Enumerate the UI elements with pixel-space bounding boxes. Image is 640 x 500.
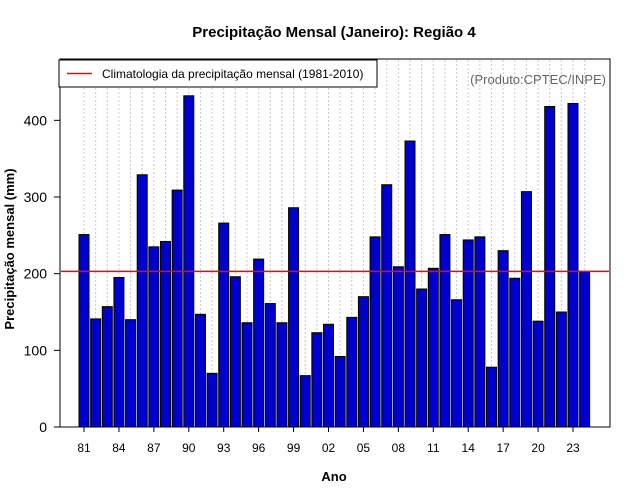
y-axis: 0 100 200 300 400 — [24, 112, 60, 435]
bar-10 — [416, 288, 428, 428]
bars — [78, 95, 591, 428]
bar-08 — [392, 266, 404, 428]
bar-02 — [323, 323, 334, 428]
chart-title: Precipitação Mensal (Janeiro): Região 4 — [192, 24, 476, 41]
plot-frame — [59, 58, 611, 428]
bar-16 — [486, 366, 497, 428]
bar-04 — [346, 316, 358, 428]
x-axis-label: Ano — [321, 469, 346, 484]
x-tick-label: 02 — [322, 441, 336, 455]
x-tick-label: 84 — [112, 441, 126, 455]
bar-95 — [241, 322, 253, 428]
bar-82 — [90, 318, 102, 428]
x-tick-label: 17 — [496, 441, 510, 455]
y-tick-label: 200 — [24, 266, 48, 282]
bar-06 — [369, 236, 381, 428]
bar-87 — [148, 246, 160, 428]
bar-91 — [194, 313, 206, 428]
bar-20 — [532, 320, 544, 428]
x-axis: 81 84 87 90 93 96 99 02 05 08 11 14 17 20 23 — [77, 427, 580, 455]
bar-90 — [183, 95, 195, 428]
y-tick-label: 400 — [24, 112, 48, 128]
bar-81 — [78, 234, 90, 428]
x-tick-label: 08 — [392, 441, 406, 455]
bar-89 — [171, 189, 183, 428]
bar-94 — [229, 276, 241, 428]
bar-23 — [567, 102, 579, 428]
legend-label: Climatologia da precipitação mensal (198… — [102, 67, 363, 81]
bar-18 — [509, 277, 521, 428]
bar-09 — [404, 140, 416, 428]
bar-05 — [357, 296, 369, 428]
bar-19 — [520, 191, 532, 428]
x-tick-label: 14 — [462, 441, 476, 455]
x-tick-label: 81 — [77, 441, 91, 455]
bar-99 — [288, 207, 300, 428]
y-axis-label: Precipitação mensal (mm) — [2, 168, 17, 329]
legend: Climatologia da precipitação mensal (198… — [58, 59, 378, 88]
x-tick-label: 11 — [427, 441, 440, 455]
bar-01 — [311, 332, 323, 428]
y-tick-label: 100 — [24, 342, 48, 358]
bar-17 — [497, 250, 509, 428]
x-tick-label: 05 — [357, 441, 371, 455]
bar-00 — [299, 375, 311, 428]
bar-03 — [334, 355, 346, 428]
x-tick-label: 23 — [566, 441, 580, 455]
x-tick-label: 96 — [252, 441, 266, 455]
y-tick-label: 0 — [39, 419, 47, 435]
bar-86 — [136, 174, 148, 428]
credit-text: (Produto:CPTEC/INPE) — [470, 72, 606, 87]
bar-14 — [462, 239, 474, 428]
bar-98 — [276, 322, 288, 428]
x-tick-label: 93 — [217, 441, 231, 455]
x-tick-label: 87 — [147, 441, 161, 455]
y-tick-label: 300 — [24, 189, 48, 205]
legend-box — [58, 59, 378, 88]
bar-15 — [474, 236, 486, 428]
bar-07 — [381, 184, 393, 428]
bar-83 — [101, 306, 113, 428]
bar-24 — [579, 270, 591, 428]
bar-84 — [113, 277, 125, 428]
bar-12 — [439, 234, 451, 428]
x-tick-label: 90 — [182, 441, 196, 455]
bar-85 — [125, 319, 137, 428]
bar-88 — [160, 240, 171, 428]
bar-93 — [218, 222, 230, 428]
bar-13 — [451, 299, 463, 428]
x-tick-label: 99 — [287, 441, 301, 455]
bar-96 — [253, 258, 265, 428]
bar-97 — [264, 303, 276, 428]
bar-11 — [427, 267, 439, 428]
bar-21 — [544, 106, 556, 428]
x-tick-label: 20 — [531, 441, 545, 455]
bar-22 — [555, 311, 567, 428]
bar-92 — [206, 372, 218, 428]
